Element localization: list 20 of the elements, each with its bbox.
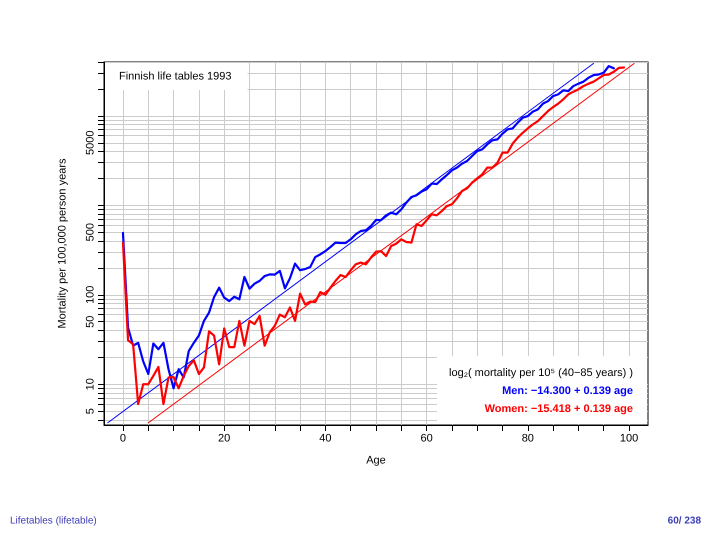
x-tick-label: 100 xyxy=(620,432,638,444)
x-tick-label: 0 xyxy=(120,432,126,444)
y-tick-label: 100 xyxy=(84,286,96,304)
x-tick-label: 20 xyxy=(218,432,230,444)
text: 60/ 238 xyxy=(668,516,702,526)
y-tick-label: 500 xyxy=(84,223,96,242)
y-tick-label: 10 xyxy=(84,378,96,390)
text: Finnish life tables 1993 xyxy=(119,70,232,82)
annotation: Men: −14.300 + 0.139 age xyxy=(502,385,633,397)
x-tick-label: 60 xyxy=(420,432,433,444)
y-axis-title: Mortality per 100,000 person years xyxy=(56,158,68,328)
annotation: Women: −15.418 + 0.139 age xyxy=(484,403,633,415)
annotation: log₂( mortality per 10⁵ (40−85 years) ) xyxy=(449,367,634,379)
y-tick-label: 5000 xyxy=(84,130,96,156)
y-tick-label: 5 xyxy=(84,408,96,414)
x-axis-title: Age xyxy=(366,454,386,466)
y-tick-label: 50 xyxy=(84,316,96,328)
x-tick-label: 80 xyxy=(522,432,534,444)
text: Lifetables (lifetable) xyxy=(10,516,97,526)
x-tick-label: 40 xyxy=(319,432,332,444)
